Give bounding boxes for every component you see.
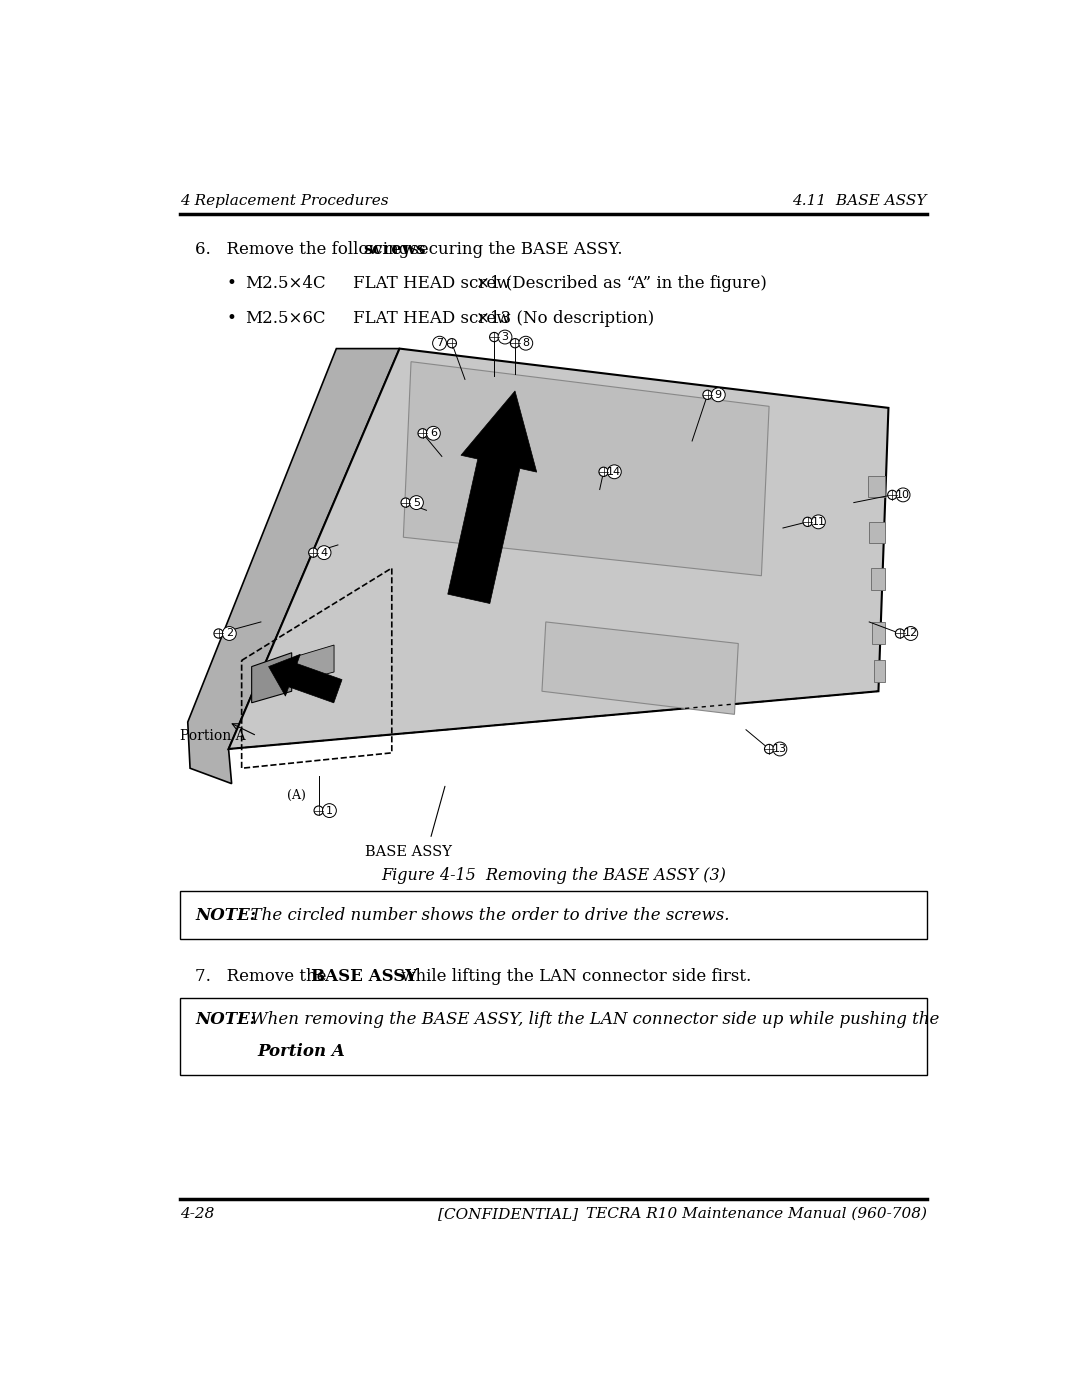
Text: 14: 14 [607, 467, 621, 476]
Circle shape [888, 490, 896, 500]
Polygon shape [188, 349, 400, 784]
Text: 3: 3 [501, 332, 509, 342]
Polygon shape [867, 475, 885, 497]
Polygon shape [252, 652, 292, 703]
Text: NOTE:: NOTE: [195, 907, 256, 923]
Text: 7.   Remove the: 7. Remove the [195, 968, 333, 985]
Circle shape [318, 546, 330, 560]
Text: 13: 13 [773, 745, 787, 754]
Circle shape [309, 548, 318, 557]
Text: ×13 (No description): ×13 (No description) [476, 310, 654, 327]
Text: Figure 4-15  Removing the BASE ASSY (3): Figure 4-15 Removing the BASE ASSY (3) [381, 866, 726, 884]
Circle shape [447, 338, 457, 348]
Text: 7: 7 [436, 338, 443, 348]
Circle shape [712, 388, 725, 402]
Text: When removing the BASE ASSY, lift the LAN connector side up while pushing the: When removing the BASE ASSY, lift the LA… [240, 1011, 940, 1028]
Text: FLAT HEAD screw: FLAT HEAD screw [353, 310, 511, 327]
Circle shape [214, 629, 224, 638]
Text: M2.5×4C: M2.5×4C [245, 275, 326, 292]
Circle shape [765, 745, 773, 753]
Text: 10: 10 [896, 490, 910, 500]
Text: The circled number shows the order to drive the screws.: The circled number shows the order to dr… [240, 907, 730, 923]
Circle shape [314, 806, 323, 816]
Text: 9: 9 [715, 390, 721, 400]
Circle shape [511, 338, 519, 348]
Text: TECRA R10 Maintenance Manual (960-708): TECRA R10 Maintenance Manual (960-708) [586, 1207, 927, 1221]
Text: 6: 6 [430, 429, 437, 439]
Text: •: • [226, 275, 237, 292]
Text: 12: 12 [904, 629, 918, 638]
Polygon shape [869, 522, 885, 543]
Text: FLAT HEAD screw: FLAT HEAD screw [353, 275, 511, 292]
Text: Portion A: Portion A [257, 1044, 345, 1060]
Polygon shape [448, 391, 537, 604]
Polygon shape [403, 362, 769, 576]
Text: BASE ASSY: BASE ASSY [311, 968, 417, 985]
Polygon shape [874, 661, 885, 682]
Polygon shape [229, 349, 889, 749]
Circle shape [811, 515, 825, 529]
Text: BASE ASSY: BASE ASSY [365, 845, 451, 859]
Circle shape [222, 627, 237, 640]
Text: 4 Replacement Procedures: 4 Replacement Procedures [180, 194, 389, 208]
Circle shape [607, 465, 621, 479]
Text: NOTE:: NOTE: [195, 1011, 256, 1028]
Circle shape [599, 467, 608, 476]
Text: securing the BASE ASSY.: securing the BASE ASSY. [405, 240, 622, 258]
Circle shape [323, 803, 336, 817]
Circle shape [427, 426, 441, 440]
Text: 4.11  BASE ASSY: 4.11 BASE ASSY [793, 194, 927, 208]
Circle shape [895, 629, 905, 638]
FancyBboxPatch shape [180, 891, 927, 939]
Text: 2: 2 [226, 629, 233, 638]
Polygon shape [296, 645, 334, 682]
Text: •: • [226, 310, 237, 327]
FancyBboxPatch shape [180, 997, 927, 1074]
Circle shape [802, 517, 812, 527]
Text: 4-28: 4-28 [180, 1207, 215, 1221]
Circle shape [904, 627, 918, 640]
Polygon shape [873, 622, 885, 644]
Text: M2.5×6C: M2.5×6C [245, 310, 326, 327]
Text: .: . [319, 1044, 324, 1060]
Text: 5: 5 [413, 497, 420, 507]
Circle shape [418, 429, 428, 437]
Text: (A): (A) [286, 789, 306, 802]
Circle shape [773, 742, 787, 756]
Circle shape [896, 488, 910, 502]
Circle shape [489, 332, 499, 342]
Circle shape [401, 497, 410, 507]
Polygon shape [269, 654, 342, 703]
Text: while lifting the LAN connector side first.: while lifting the LAN connector side fir… [395, 968, 751, 985]
Circle shape [703, 390, 712, 400]
Text: 1: 1 [326, 806, 333, 816]
Text: 4: 4 [321, 548, 327, 557]
Polygon shape [542, 622, 739, 714]
Circle shape [409, 496, 423, 510]
Circle shape [433, 337, 446, 351]
Text: 11: 11 [811, 517, 825, 527]
Text: [CONFIDENTIAL]: [CONFIDENTIAL] [438, 1207, 578, 1221]
Circle shape [498, 330, 512, 344]
Text: 8: 8 [523, 338, 529, 348]
Text: ×1 (Described as “A” in the figure): ×1 (Described as “A” in the figure) [476, 275, 768, 292]
Text: screws: screws [363, 240, 426, 258]
Text: Portion A: Portion A [180, 729, 245, 743]
Circle shape [518, 337, 532, 351]
Polygon shape [870, 569, 885, 590]
Text: 6.   Remove the following: 6. Remove the following [195, 240, 415, 258]
